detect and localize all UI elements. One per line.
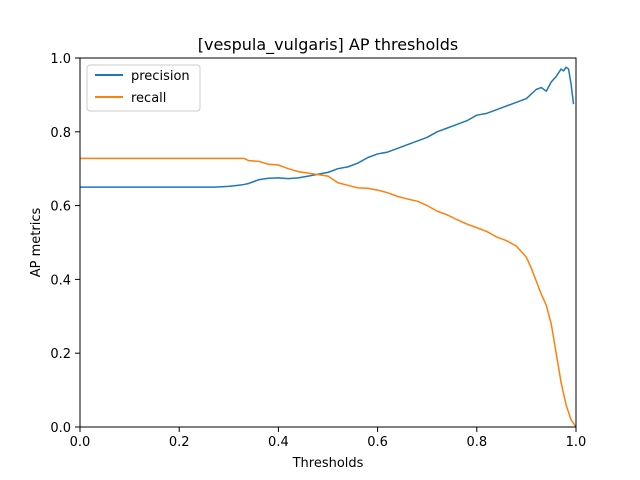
y-axis-label: AP metrics: [29, 208, 44, 278]
x-tick-label: 0.8: [466, 435, 487, 450]
plot-area: [79, 57, 577, 428]
y-tick-label: 1.0: [50, 52, 71, 67]
series-line-precision: [80, 66, 575, 188]
x-tick-label: 0.4: [268, 435, 289, 450]
series-line-recall: [80, 157, 577, 428]
x-tick-label: 0.2: [169, 435, 190, 450]
x-tick-label: 0.6: [367, 435, 388, 450]
chart-title: [vespula_vulgaris] AP thresholds: [198, 35, 459, 55]
legend: precision recall: [86, 64, 201, 112]
x-tick-label: 0.0: [70, 435, 91, 450]
legend-box: [86, 64, 201, 112]
y-tick-label: 0.6: [50, 200, 71, 215]
y-tick-label: 0.8: [50, 126, 71, 141]
x-axis-label: Thresholds: [292, 456, 364, 471]
x-tick-label: 1.0: [566, 435, 587, 450]
y-tick-label: 0.4: [50, 273, 71, 288]
x-axis-ticks: 0.0 0.2 0.4 0.6 0.8 1.0: [70, 427, 587, 450]
legend-label-recall: recall: [131, 91, 166, 106]
plot-frame: [79, 57, 577, 428]
y-tick-label: 0.2: [50, 347, 71, 362]
legend-label-precision: precision: [131, 69, 190, 84]
series-layer: [80, 66, 577, 428]
y-axis-ticks: 0.0 0.2 0.4 0.6 0.8 1.0: [50, 52, 80, 436]
y-tick-label: 0.0: [50, 421, 71, 436]
